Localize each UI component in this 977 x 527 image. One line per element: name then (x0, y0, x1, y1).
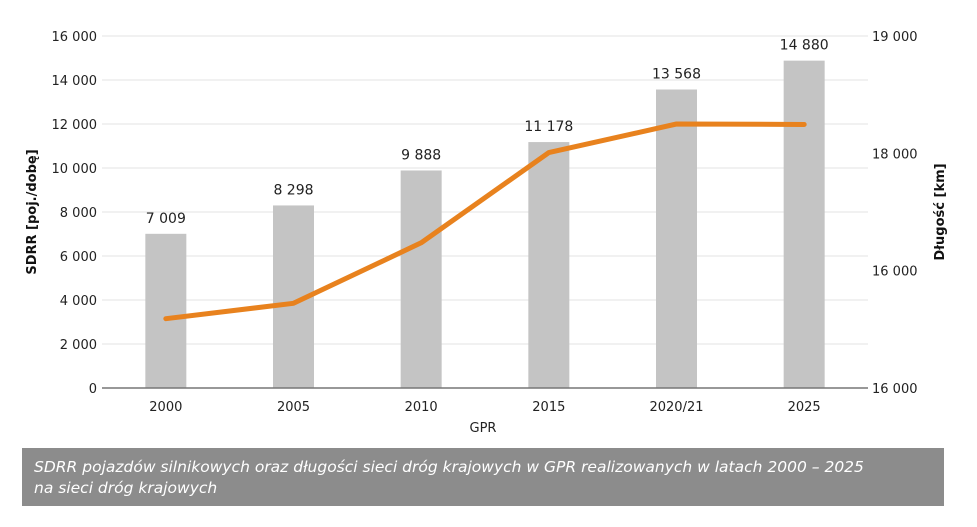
x-tick-label: 2000 (149, 400, 182, 415)
y-tick-label: 14 000 (52, 74, 98, 89)
y-tick-label: 12 000 (52, 118, 98, 133)
y-tick-label: 10 000 (52, 162, 98, 177)
x-axis-title: GPR (470, 421, 497, 436)
y-tick-label: 0 (89, 382, 97, 397)
y-tick-label: 8 000 (60, 206, 97, 221)
sdrr-combo-chart: 7 009 8 298 9 888 11 178 13 568 14 880 0 2 000… (25, 30, 948, 436)
y-tick-label: 2 000 (60, 338, 97, 353)
length-line-series (163, 121, 807, 322)
y2-tick-label: 18 000 (872, 147, 918, 162)
x-tick-label: 2010 (405, 400, 438, 415)
y2-axis-title: Długość [km] (933, 163, 948, 260)
caption-line-2: na sieci dróg krajowych (34, 479, 218, 497)
bar (783, 60, 825, 388)
y-tick-label: 4 000 (60, 294, 97, 309)
bar-value-label: 13 568 (652, 67, 701, 83)
bar-value-label: 9 888 (401, 147, 441, 163)
x-tick-label: 2020/21 (649, 400, 703, 415)
y2-tick-label: 16 000 (872, 382, 918, 397)
y-axis-title: SDRR [poj./dobę] (25, 149, 40, 274)
x-tick-label: 2025 (788, 400, 821, 415)
y-tick-label: 6 000 (60, 250, 97, 265)
bar-value-label: 8 298 (273, 182, 313, 198)
x-tick-label: 2015 (532, 400, 565, 415)
bar (528, 142, 570, 388)
x-tick-label: 2005 (277, 400, 310, 415)
y2-tick-label: 16 000 (872, 265, 918, 280)
y-tick-label: 16 000 (52, 30, 98, 45)
bar-value-label: 11 178 (524, 119, 573, 135)
y2-tick-label: 19 000 (872, 30, 918, 45)
bar-value-label: 14 880 (780, 38, 829, 54)
figure-caption: SDRR pojazdów silnikowych oraz długości … (22, 448, 944, 506)
bar-value-label: 7 009 (146, 211, 186, 227)
bar (145, 233, 187, 388)
caption-line-1: SDRR pojazdów silnikowych oraz długości … (34, 458, 864, 476)
bar (656, 89, 697, 388)
bar (400, 170, 442, 388)
